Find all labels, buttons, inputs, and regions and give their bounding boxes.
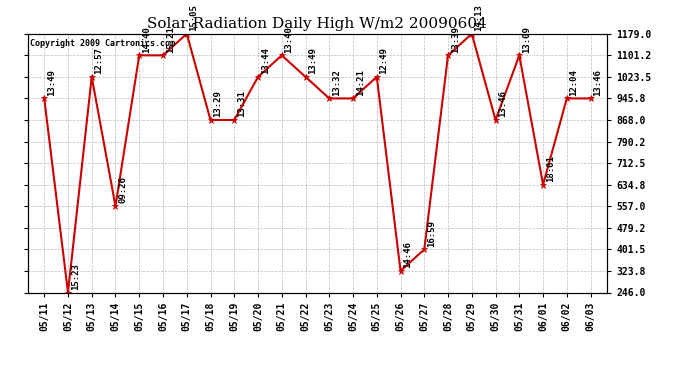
Text: 14:40: 14:40 (142, 26, 151, 53)
Title: Solar Radiation Daily High W/m2 20090604: Solar Radiation Daily High W/m2 20090604 (148, 17, 487, 31)
Text: 14:21: 14:21 (356, 69, 365, 96)
Text: 14:13: 14:13 (475, 4, 484, 31)
Text: 13:31: 13:31 (237, 90, 246, 117)
Text: 15:05: 15:05 (190, 4, 199, 31)
Text: 14:46: 14:46 (404, 241, 413, 268)
Text: 13:46: 13:46 (593, 69, 602, 96)
Text: 09:26: 09:26 (118, 177, 127, 204)
Text: 13:39: 13:39 (451, 26, 460, 53)
Text: 13:49: 13:49 (308, 47, 317, 74)
Text: 16:59: 16:59 (427, 220, 436, 247)
Text: 15:21: 15:21 (166, 26, 175, 53)
Text: 12:04: 12:04 (570, 69, 579, 96)
Text: 13:32: 13:32 (332, 69, 341, 96)
Text: 13:40: 13:40 (284, 26, 293, 53)
Text: Copyright 2009 Cartronics.com: Copyright 2009 Cartronics.com (30, 39, 175, 48)
Text: 13:09: 13:09 (522, 26, 531, 53)
Text: 12:49: 12:49 (380, 47, 388, 74)
Text: 13:46: 13:46 (498, 90, 507, 117)
Text: 15:23: 15:23 (71, 263, 80, 290)
Text: 13:49: 13:49 (47, 69, 56, 96)
Text: 13:44: 13:44 (261, 47, 270, 74)
Text: 13:29: 13:29 (213, 90, 222, 117)
Text: 12:57: 12:57 (95, 47, 103, 74)
Text: 18:01: 18:01 (546, 155, 555, 182)
